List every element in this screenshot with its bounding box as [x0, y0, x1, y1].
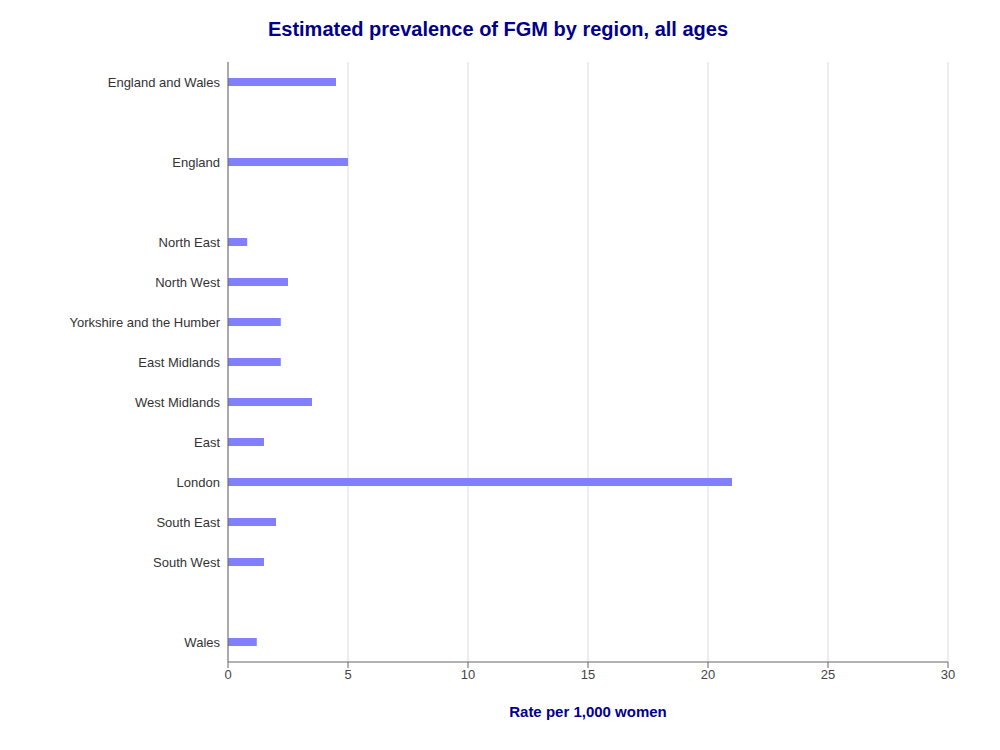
svg-text:5: 5	[344, 667, 351, 682]
svg-text:North West: North West	[155, 275, 220, 290]
svg-text:10: 10	[461, 667, 475, 682]
svg-text:Wales: Wales	[184, 635, 220, 650]
svg-text:0: 0	[224, 667, 231, 682]
svg-text:England: England	[172, 155, 220, 170]
svg-text:15: 15	[581, 667, 595, 682]
svg-text:West Midlands: West Midlands	[135, 395, 221, 410]
svg-text:30: 30	[941, 667, 955, 682]
svg-text:North East: North East	[159, 235, 221, 250]
svg-text:Rate per 1,000 women: Rate per 1,000 women	[509, 703, 667, 720]
svg-text:Yorkshire and the Humber: Yorkshire and the Humber	[69, 315, 220, 330]
html-text:Estimated prevalence of FGM by: Estimated prevalence of FGM by region, a…	[267, 18, 729, 40]
svg-text:East: East	[194, 435, 220, 450]
svg-text:East Midlands: East Midlands	[138, 355, 220, 370]
svg-text:South East: South East	[156, 515, 220, 530]
svg-text:20: 20	[701, 667, 715, 682]
svg-text:England and Wales: England and Wales	[108, 75, 221, 90]
svg-text:London: London	[177, 475, 220, 490]
svg-text:25: 25	[821, 667, 835, 682]
svg-text:South West: South West	[153, 555, 220, 570]
